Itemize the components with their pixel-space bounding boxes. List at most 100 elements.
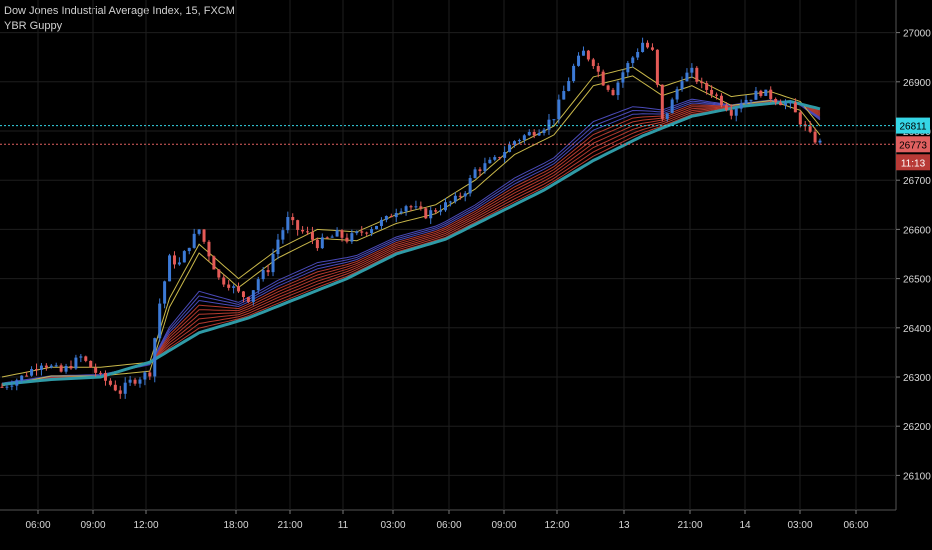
candle-body — [759, 90, 763, 96]
candle — [734, 107, 738, 122]
candle — [310, 226, 314, 244]
candle-body — [138, 379, 142, 384]
candle — [207, 240, 211, 262]
candle — [340, 229, 344, 242]
candle — [306, 226, 310, 236]
candle — [458, 192, 462, 200]
candle — [271, 248, 275, 277]
candle-body — [626, 63, 630, 73]
candle-body — [345, 237, 349, 242]
candle — [5, 384, 9, 390]
candle-body — [660, 84, 664, 119]
y-tick-label: 26400 — [903, 324, 931, 335]
time-axis[interactable]: 06:00 09:00 12:00 18:00 21:00 11 03:00 06:00 09:… — [25, 510, 869, 531]
grid — [0, 0, 897, 511]
candle — [764, 89, 768, 97]
candle — [30, 366, 34, 377]
candle-body — [163, 281, 167, 304]
candle — [217, 269, 221, 280]
candle — [439, 204, 443, 216]
candle-body — [187, 247, 191, 252]
candle-body — [621, 72, 625, 83]
candles — [0, 37, 822, 399]
candle — [798, 110, 802, 128]
candle-body — [414, 206, 418, 208]
candle-body — [384, 216, 388, 220]
candle — [153, 337, 157, 383]
candle-body — [301, 229, 305, 232]
candle — [646, 40, 650, 49]
candle-body — [468, 178, 472, 194]
x-tick-label: 12:00 — [544, 520, 569, 531]
candle-body — [567, 81, 571, 92]
candle-body — [281, 230, 285, 240]
candle — [621, 69, 625, 88]
candle-body — [690, 67, 694, 73]
candle-body — [266, 270, 270, 273]
candle — [522, 134, 526, 144]
price-axis[interactable]: 2700026900268002670026600265002640026300… — [896, 29, 931, 483]
candle — [404, 204, 408, 216]
candle — [39, 362, 43, 376]
candle — [532, 129, 536, 139]
y-tick-label: 26900 — [903, 78, 931, 89]
candle-body — [99, 372, 103, 374]
candle-body — [719, 95, 723, 106]
candle — [611, 87, 615, 96]
candle — [212, 255, 216, 270]
candle-body — [409, 206, 413, 208]
candle — [261, 266, 265, 282]
candle — [680, 76, 684, 92]
candle-body — [631, 57, 635, 64]
candle-body — [153, 338, 157, 377]
candle — [424, 206, 428, 220]
candle-body — [241, 291, 245, 298]
candle — [488, 157, 492, 164]
candle — [325, 236, 329, 239]
candle — [512, 140, 516, 148]
candle — [690, 63, 694, 79]
x-tick-label: 09:00 — [80, 520, 105, 531]
candle — [527, 129, 531, 136]
candle — [335, 227, 339, 237]
candle — [552, 119, 556, 125]
x-tick-label: 21:00 — [677, 520, 702, 531]
candle-body — [177, 262, 181, 265]
candle-body — [710, 89, 714, 95]
candle-body — [601, 71, 605, 86]
candle-body — [434, 210, 438, 212]
candle-body — [724, 105, 728, 111]
symbol-title[interactable]: Dow Jones Industrial Average Index, 15, … — [4, 5, 235, 17]
candle-body — [429, 210, 433, 219]
candle-body — [286, 217, 290, 231]
candle — [591, 57, 595, 69]
candle-body — [197, 229, 201, 234]
candle — [636, 48, 640, 61]
candle — [94, 363, 98, 377]
candle-body — [182, 251, 186, 263]
candle-body — [330, 236, 334, 238]
candle — [192, 228, 196, 249]
candle — [606, 84, 610, 92]
candle-body — [650, 47, 654, 50]
candle — [749, 99, 753, 105]
candle — [227, 280, 231, 291]
candle — [187, 247, 191, 255]
candle-body — [818, 140, 822, 143]
candle-body — [44, 365, 48, 368]
candle-body — [764, 89, 768, 96]
candle — [660, 84, 664, 122]
candle-body — [591, 59, 595, 67]
candle — [177, 257, 181, 266]
candle-body — [522, 135, 526, 141]
candle-body — [503, 152, 507, 158]
candle-body — [705, 83, 709, 90]
candle — [133, 377, 137, 386]
indicator-name[interactable]: YBR Guppy — [4, 20, 63, 32]
x-tick-label: 12:00 — [133, 520, 158, 531]
candle — [276, 233, 280, 260]
candle — [719, 93, 723, 108]
candle-body — [108, 380, 112, 385]
candle — [434, 208, 438, 214]
